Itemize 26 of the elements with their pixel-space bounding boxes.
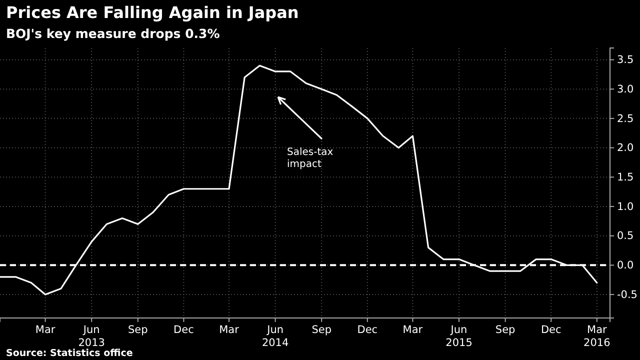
chart-title: Prices Are Falling Again in Japan bbox=[6, 3, 299, 22]
y-tick-label: 1.5 bbox=[617, 171, 634, 184]
x-tick-label: Dec bbox=[174, 324, 194, 336]
x-tick-label: Mar bbox=[35, 324, 56, 336]
x-tick-label: Sep bbox=[128, 324, 148, 336]
x-tick-label: Dec bbox=[540, 324, 562, 336]
y-tick-label: 1.0 bbox=[617, 200, 634, 213]
y-tick-label: 3.5 bbox=[617, 54, 634, 66]
source-note: Source: Statistics office bbox=[6, 348, 133, 359]
x-tick-label: Mar bbox=[402, 324, 424, 336]
y-tick-label: 2.5 bbox=[617, 112, 634, 125]
x-tick-label: Jun 2014 bbox=[262, 324, 289, 349]
y-tick-label: -0.5 bbox=[617, 288, 638, 301]
annotation: Sales-tax impact bbox=[287, 147, 334, 170]
x-tick-label: Jun 2013 bbox=[78, 324, 105, 349]
x-tick-label: Mar 2016 bbox=[584, 324, 611, 349]
chart-subtitle: BOJ's key measure drops 0.3% bbox=[6, 26, 220, 41]
x-tick-label: Dec bbox=[357, 324, 378, 336]
x-tick-label: Sep bbox=[312, 324, 332, 336]
y-tick-label: 3.0 bbox=[617, 83, 634, 96]
y-tick-label: 2.0 bbox=[617, 142, 634, 154]
x-tick-label: Mar bbox=[219, 324, 240, 336]
y-tick-label: 0.0 bbox=[617, 260, 634, 272]
y-tick-label: 0.5 bbox=[617, 230, 634, 242]
x-tick-label: Sep bbox=[495, 324, 516, 336]
x-tick-label: Jun 2015 bbox=[446, 324, 472, 349]
